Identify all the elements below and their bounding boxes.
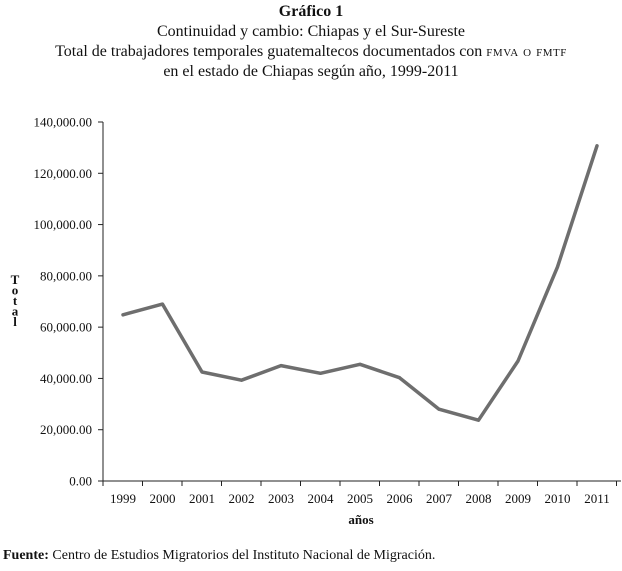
y-axis-title-letter: o [12, 283, 19, 298]
y-axis-title-letter: a [12, 304, 19, 319]
y-axis-title-letter: T [11, 272, 20, 287]
x-axis: 1999 2000 2001 2002 2003 2004 2005 2006 2007 2008… [102, 480, 621, 506]
data-point [516, 359, 520, 363]
data-point [161, 302, 164, 306]
y-axis-title-letter: l [13, 314, 17, 329]
data-point [240, 378, 243, 382]
x-tick-label: 1999 [110, 491, 136, 506]
series-line [121, 144, 599, 422]
source-text: Centro de Estudios Migratorios del Insti… [52, 548, 436, 563]
source-note: Fuente: Centro de Estudios Migratorios d… [3, 548, 435, 564]
data-point [437, 407, 441, 411]
data-point [358, 362, 362, 366]
y-axis-title-letter: t [13, 293, 18, 308]
x-tick-label: 2010 [545, 491, 571, 506]
x-tick-label: 2002 [229, 491, 255, 506]
x-tick-label: 2003 [268, 491, 294, 506]
chart-header: Gráfico 1 Continuidad y cambio: Chiapas … [0, 2, 622, 82]
series-group [121, 144, 599, 422]
y-tick-label: 60,000.00 [40, 320, 92, 335]
x-tick-label: 2001 [189, 491, 215, 506]
figure-label: Gráfico 1 [278, 3, 344, 20]
x-tick-label: 2004 [308, 491, 335, 506]
y-tick-label: 0.00 [69, 474, 92, 489]
y-tick-label: 20,000.00 [40, 422, 92, 437]
y-tick-label: 120,000.00 [34, 166, 93, 181]
y-tick-label: 140,000.00 [34, 115, 93, 130]
chart-subtitle: Continuidad y cambio: Chiapas y el Sur-S… [156, 23, 466, 40]
x-tick-label: 2008 [466, 491, 492, 506]
y-tick-label: 80,000.00 [40, 268, 92, 283]
source-label: Fuente: [3, 548, 49, 563]
x-tick-label: 2009 [505, 491, 531, 506]
data-point [279, 364, 283, 368]
y-tick-label: 40,000.00 [40, 371, 92, 386]
chart-title-prefix: Total de trabajadores temporales guatema… [55, 43, 483, 60]
chart-title-acronym: fmva o fmtf [486, 43, 567, 60]
y-axis: 0.00 20,000.00 40,000.00 60,000.00 80,000.00… [34, 115, 104, 489]
chart-title-line-2: en el estado de Chiapas según año, 1999-… [163, 63, 459, 80]
data-point [477, 418, 480, 422]
data-point [200, 370, 204, 374]
data-point [556, 265, 559, 269]
chart-title-line-1: Total de trabajadores temporales guatema… [0, 42, 622, 62]
data-point [121, 313, 125, 317]
x-tick-label: 2000 [150, 491, 176, 506]
data-point [319, 371, 322, 375]
y-tick-label: 100,000.00 [34, 217, 93, 232]
x-tick-label: 2011 [584, 491, 610, 506]
data-point [595, 144, 599, 148]
x-axis-title: años [348, 512, 373, 527]
x-tick-label: 2007 [426, 491, 453, 506]
x-tick-label: 2005 [347, 491, 373, 506]
data-point [398, 376, 401, 380]
x-tick-label: 2006 [387, 491, 414, 506]
